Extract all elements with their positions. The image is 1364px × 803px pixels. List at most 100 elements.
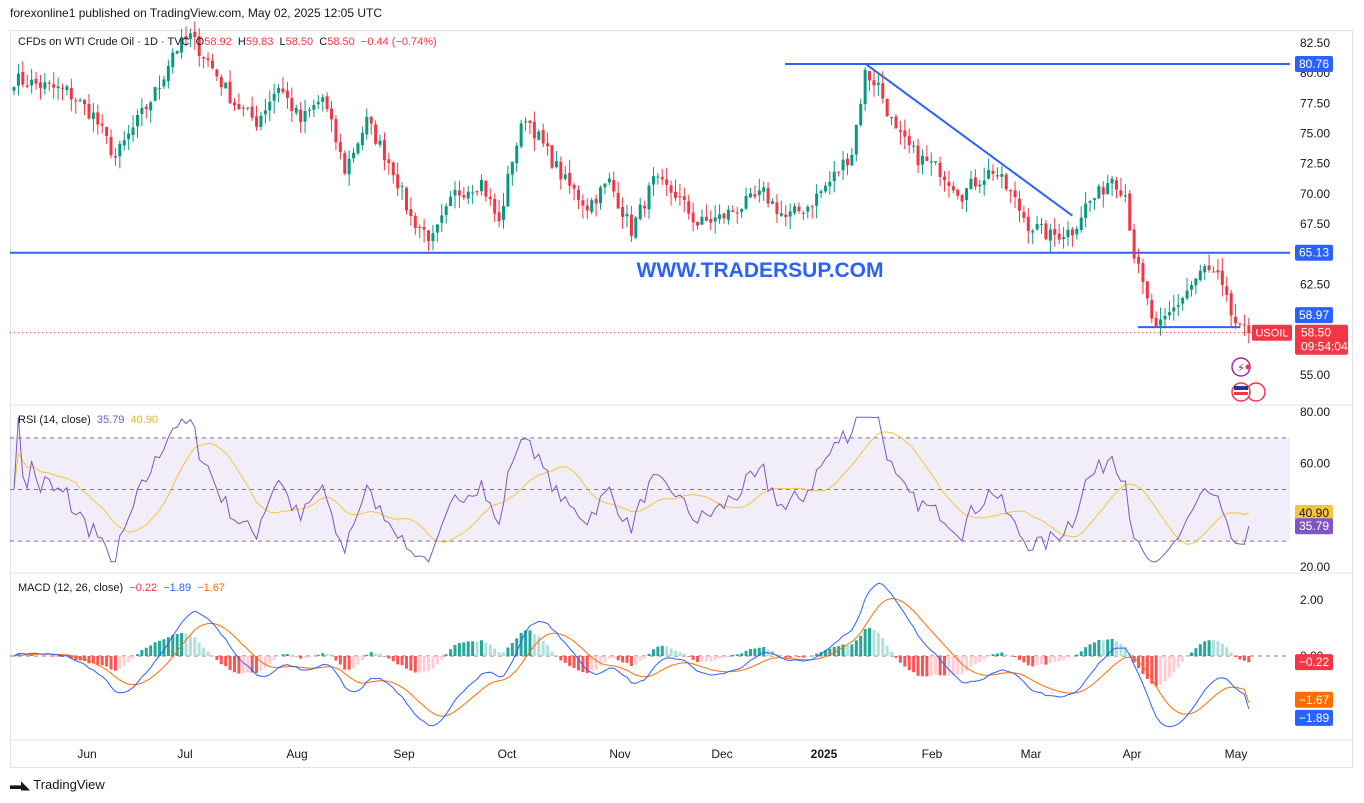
macd-hist-bar (757, 647, 761, 656)
macd-hist-bar (493, 648, 497, 656)
macd-hist-bar (647, 653, 651, 656)
macd-tick-label: 2.00 (1300, 593, 1324, 607)
candle-body (629, 214, 633, 236)
macd-hist-bar (1238, 656, 1242, 660)
macd-hist-bar (387, 656, 391, 659)
candle-body (334, 119, 338, 143)
macd-hist-bar (643, 656, 647, 659)
candle-body (404, 187, 408, 211)
candle-body (1242, 324, 1246, 326)
macd-hist-bar (845, 644, 849, 656)
candle-body (1238, 323, 1242, 325)
candle-body (43, 82, 47, 89)
macd-hist-bar (1207, 640, 1211, 656)
candle-body (387, 159, 391, 164)
candle-body (61, 87, 65, 89)
macd-hist-bar (210, 655, 214, 657)
candle-body (118, 143, 122, 157)
candle-body (1141, 263, 1145, 283)
macd-hist-bar (466, 641, 470, 656)
candle-body (369, 117, 373, 124)
macd-hist-bar (1123, 646, 1127, 656)
macd-hist-bar (122, 656, 126, 666)
macd-hist-bar (91, 656, 95, 664)
candle-body (1220, 270, 1224, 286)
candle-body (784, 214, 788, 218)
macd-hist-bar (105, 656, 109, 667)
candle-body (845, 158, 849, 166)
macd-hist-bar (524, 630, 528, 656)
macd-hist-bar (365, 654, 369, 656)
candle-body (748, 193, 752, 198)
macd-hist-bar (810, 655, 814, 657)
level-price-label-bg (1295, 307, 1333, 324)
macd-hist-bar (497, 652, 501, 656)
candle-body (969, 178, 973, 190)
candle-body (973, 177, 977, 187)
candle-body (669, 185, 673, 193)
symbol-name: CFDs on WTI Crude Oil · 1D · TVC (18, 36, 190, 48)
tradingview-footer[interactable]: ▬◣ TradingView (10, 777, 105, 792)
macd-hist-bar (815, 653, 819, 656)
macd-hist-bar (1000, 652, 1004, 656)
macd-hist-bar (951, 656, 955, 676)
rsi-tick-label: 20.00 (1300, 560, 1330, 574)
macd-hist-bar (131, 656, 135, 659)
macd-hist-bar (1097, 639, 1101, 656)
macd-hist-bar (175, 634, 179, 656)
candle-body (69, 88, 73, 100)
macd-hist-bar (740, 653, 744, 656)
candle-body (806, 206, 810, 212)
candle-body (625, 213, 629, 217)
candle-body (956, 189, 960, 196)
level-price-label: 65.13 (1299, 246, 1329, 260)
candle-body (978, 184, 982, 187)
candle-body (797, 206, 801, 212)
macd-hist-bar (224, 656, 228, 667)
candle-body (524, 121, 528, 123)
candle-body (233, 102, 236, 106)
candle-body (660, 176, 664, 180)
macd-hist-bar (1225, 647, 1229, 656)
macd-hist-bar (369, 652, 373, 656)
macd-hist-bar (382, 656, 386, 657)
price-tick-label: 75.00 (1300, 127, 1330, 141)
macd-hist-bar (272, 656, 276, 660)
candle-body (1176, 304, 1180, 307)
candle-body (1132, 229, 1136, 259)
candle-body (1159, 319, 1163, 326)
candle-body (427, 230, 431, 242)
candle-body (1066, 229, 1070, 238)
macd-hist-bar (1119, 644, 1123, 656)
candle-body (854, 124, 858, 155)
candle-body (224, 82, 228, 89)
candle-body (1057, 233, 1061, 240)
macd-hist-bar (881, 638, 885, 656)
candle-body (444, 206, 448, 216)
macd-hist-bar (863, 628, 867, 656)
macd-hist-bar (850, 644, 854, 656)
macd-hist-bar (180, 632, 184, 656)
macd-hist-bar (704, 656, 708, 662)
candle-body (396, 174, 400, 189)
macd-hist-bar (100, 656, 104, 666)
macd-hist-bar (572, 656, 576, 668)
macd-hist-bar (144, 647, 148, 656)
candle-body (890, 117, 894, 119)
macd-hist-bar (872, 630, 876, 656)
macd-hist-bar (629, 656, 633, 666)
macd-hist-bar (277, 656, 281, 657)
candle-body (1062, 237, 1066, 240)
candle-body (1154, 317, 1158, 328)
candle-body (188, 33, 192, 39)
candle-body (537, 131, 541, 140)
high-value: 59.83 (245, 36, 274, 48)
macd-hist-bar (30, 654, 34, 656)
macd-hist-bar (634, 656, 638, 665)
last-price-bg (1295, 324, 1348, 355)
macd-hist-bar (731, 654, 735, 656)
candle-body (78, 100, 82, 102)
candle-body (568, 172, 572, 186)
macd-hist-bar (338, 656, 342, 665)
macd-hist-bar (233, 656, 236, 673)
